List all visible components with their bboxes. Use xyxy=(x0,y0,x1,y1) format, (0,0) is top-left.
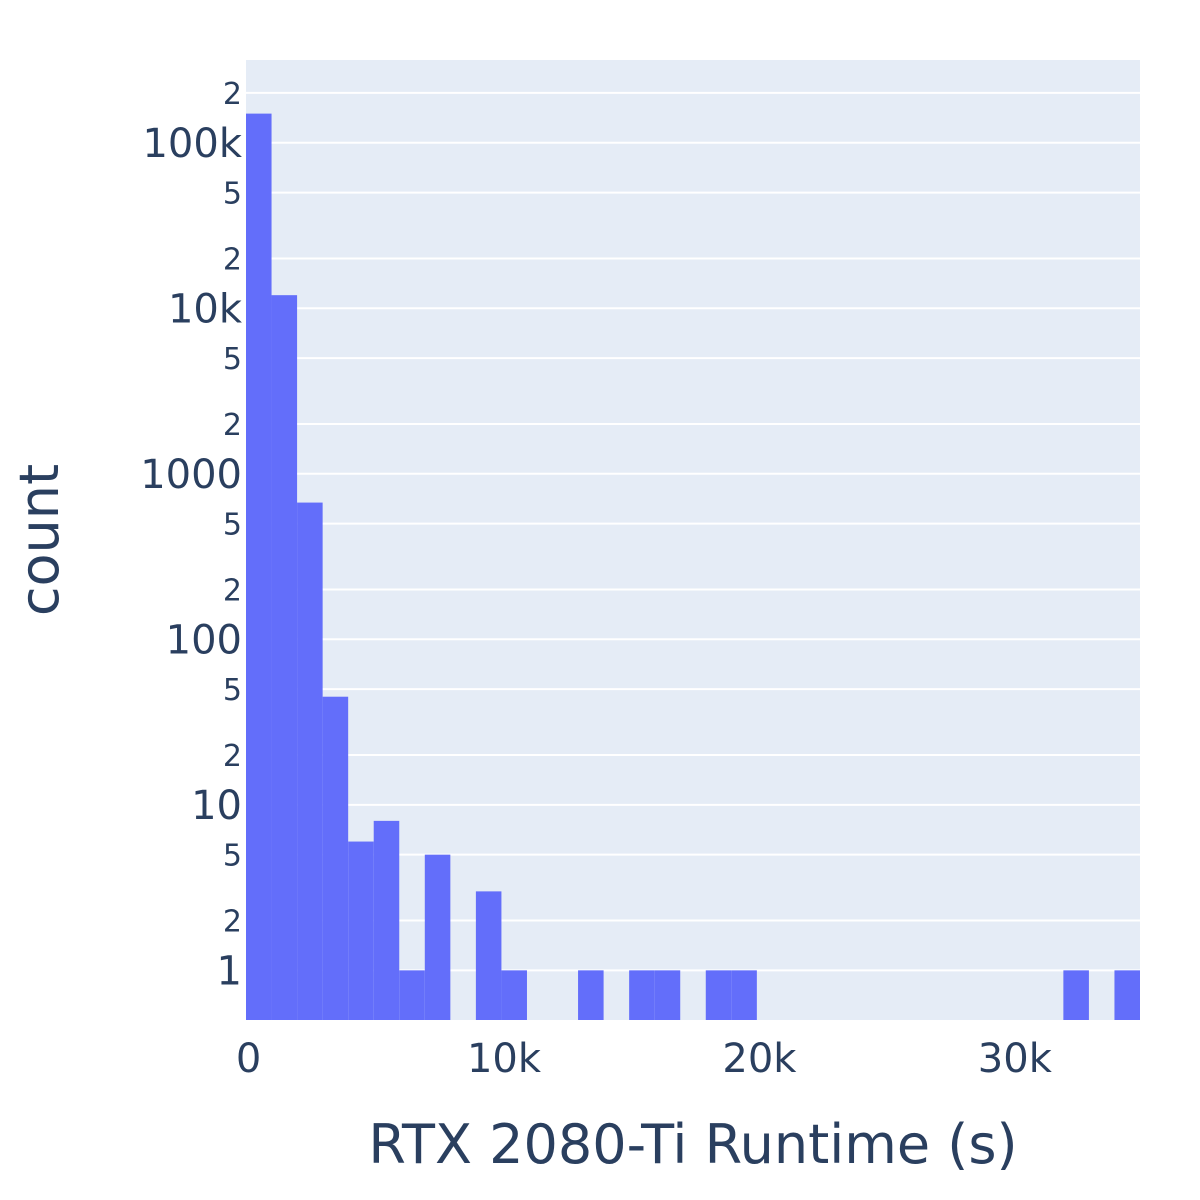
histogram-bar xyxy=(1114,970,1140,1020)
histogram-bar xyxy=(348,841,374,1020)
histogram-bar xyxy=(705,970,732,1020)
y-minor-tick-label: 5 xyxy=(223,508,242,543)
x-tick-label: 10k xyxy=(467,1036,542,1082)
y-minor-tick-label: 2 xyxy=(223,242,242,277)
y-minor-tick-label: 2 xyxy=(223,408,242,443)
histogram-bar xyxy=(578,970,604,1020)
histogram-bar xyxy=(297,502,323,1021)
y-major-tick-label: 10k xyxy=(168,286,243,332)
y-major-tick-label: 1 xyxy=(217,948,242,994)
histogram-bar xyxy=(629,970,655,1020)
y-major-tick-label: 10 xyxy=(191,783,242,829)
histogram-bar xyxy=(246,113,272,1020)
x-tick-label: 20k xyxy=(722,1036,797,1082)
x-axis-ticks: 0 10k 20k 30k xyxy=(236,1036,1053,1082)
y-minor-tick-label: 5 xyxy=(223,839,242,874)
y-minor-tick-label: 2 xyxy=(223,573,242,608)
y-axis-ticks: 1 10 100 1000 10k 100k 2 5 2 5 2 5 2 5 2 5 2 xyxy=(140,77,243,994)
y-major-tick-label: 100k xyxy=(142,121,242,167)
histogram-bar xyxy=(475,891,502,1020)
y-minor-tick-label: 5 xyxy=(223,342,242,377)
y-major-tick-label: 100 xyxy=(166,617,242,663)
y-minor-tick-label: 5 xyxy=(223,673,242,708)
histogram-bars xyxy=(246,113,1140,1021)
y-axis-title: count xyxy=(8,464,71,616)
y-minor-tick-label: 2 xyxy=(223,739,242,774)
histogram-bar xyxy=(1063,970,1089,1020)
y-major-tick-label: 1000 xyxy=(140,452,242,498)
histogram-bar xyxy=(373,820,400,1020)
histogram-bar xyxy=(501,970,527,1020)
y-minor-tick-label: 5 xyxy=(223,177,242,212)
histogram-bar xyxy=(322,696,349,1020)
x-axis-title: RTX 2080-Ti Runtime (s) xyxy=(368,1113,1017,1176)
y-minor-tick-label: 2 xyxy=(223,905,242,940)
histogram-bar xyxy=(731,970,757,1020)
histogram-bar xyxy=(654,970,681,1020)
histogram-bar xyxy=(271,295,298,1020)
histogram-bar xyxy=(424,854,451,1020)
y-minor-tick-label: 2 xyxy=(223,77,242,112)
histogram-bar xyxy=(399,970,425,1020)
x-tick-label: 30k xyxy=(978,1036,1053,1082)
x-tick-label: 0 xyxy=(236,1036,261,1082)
